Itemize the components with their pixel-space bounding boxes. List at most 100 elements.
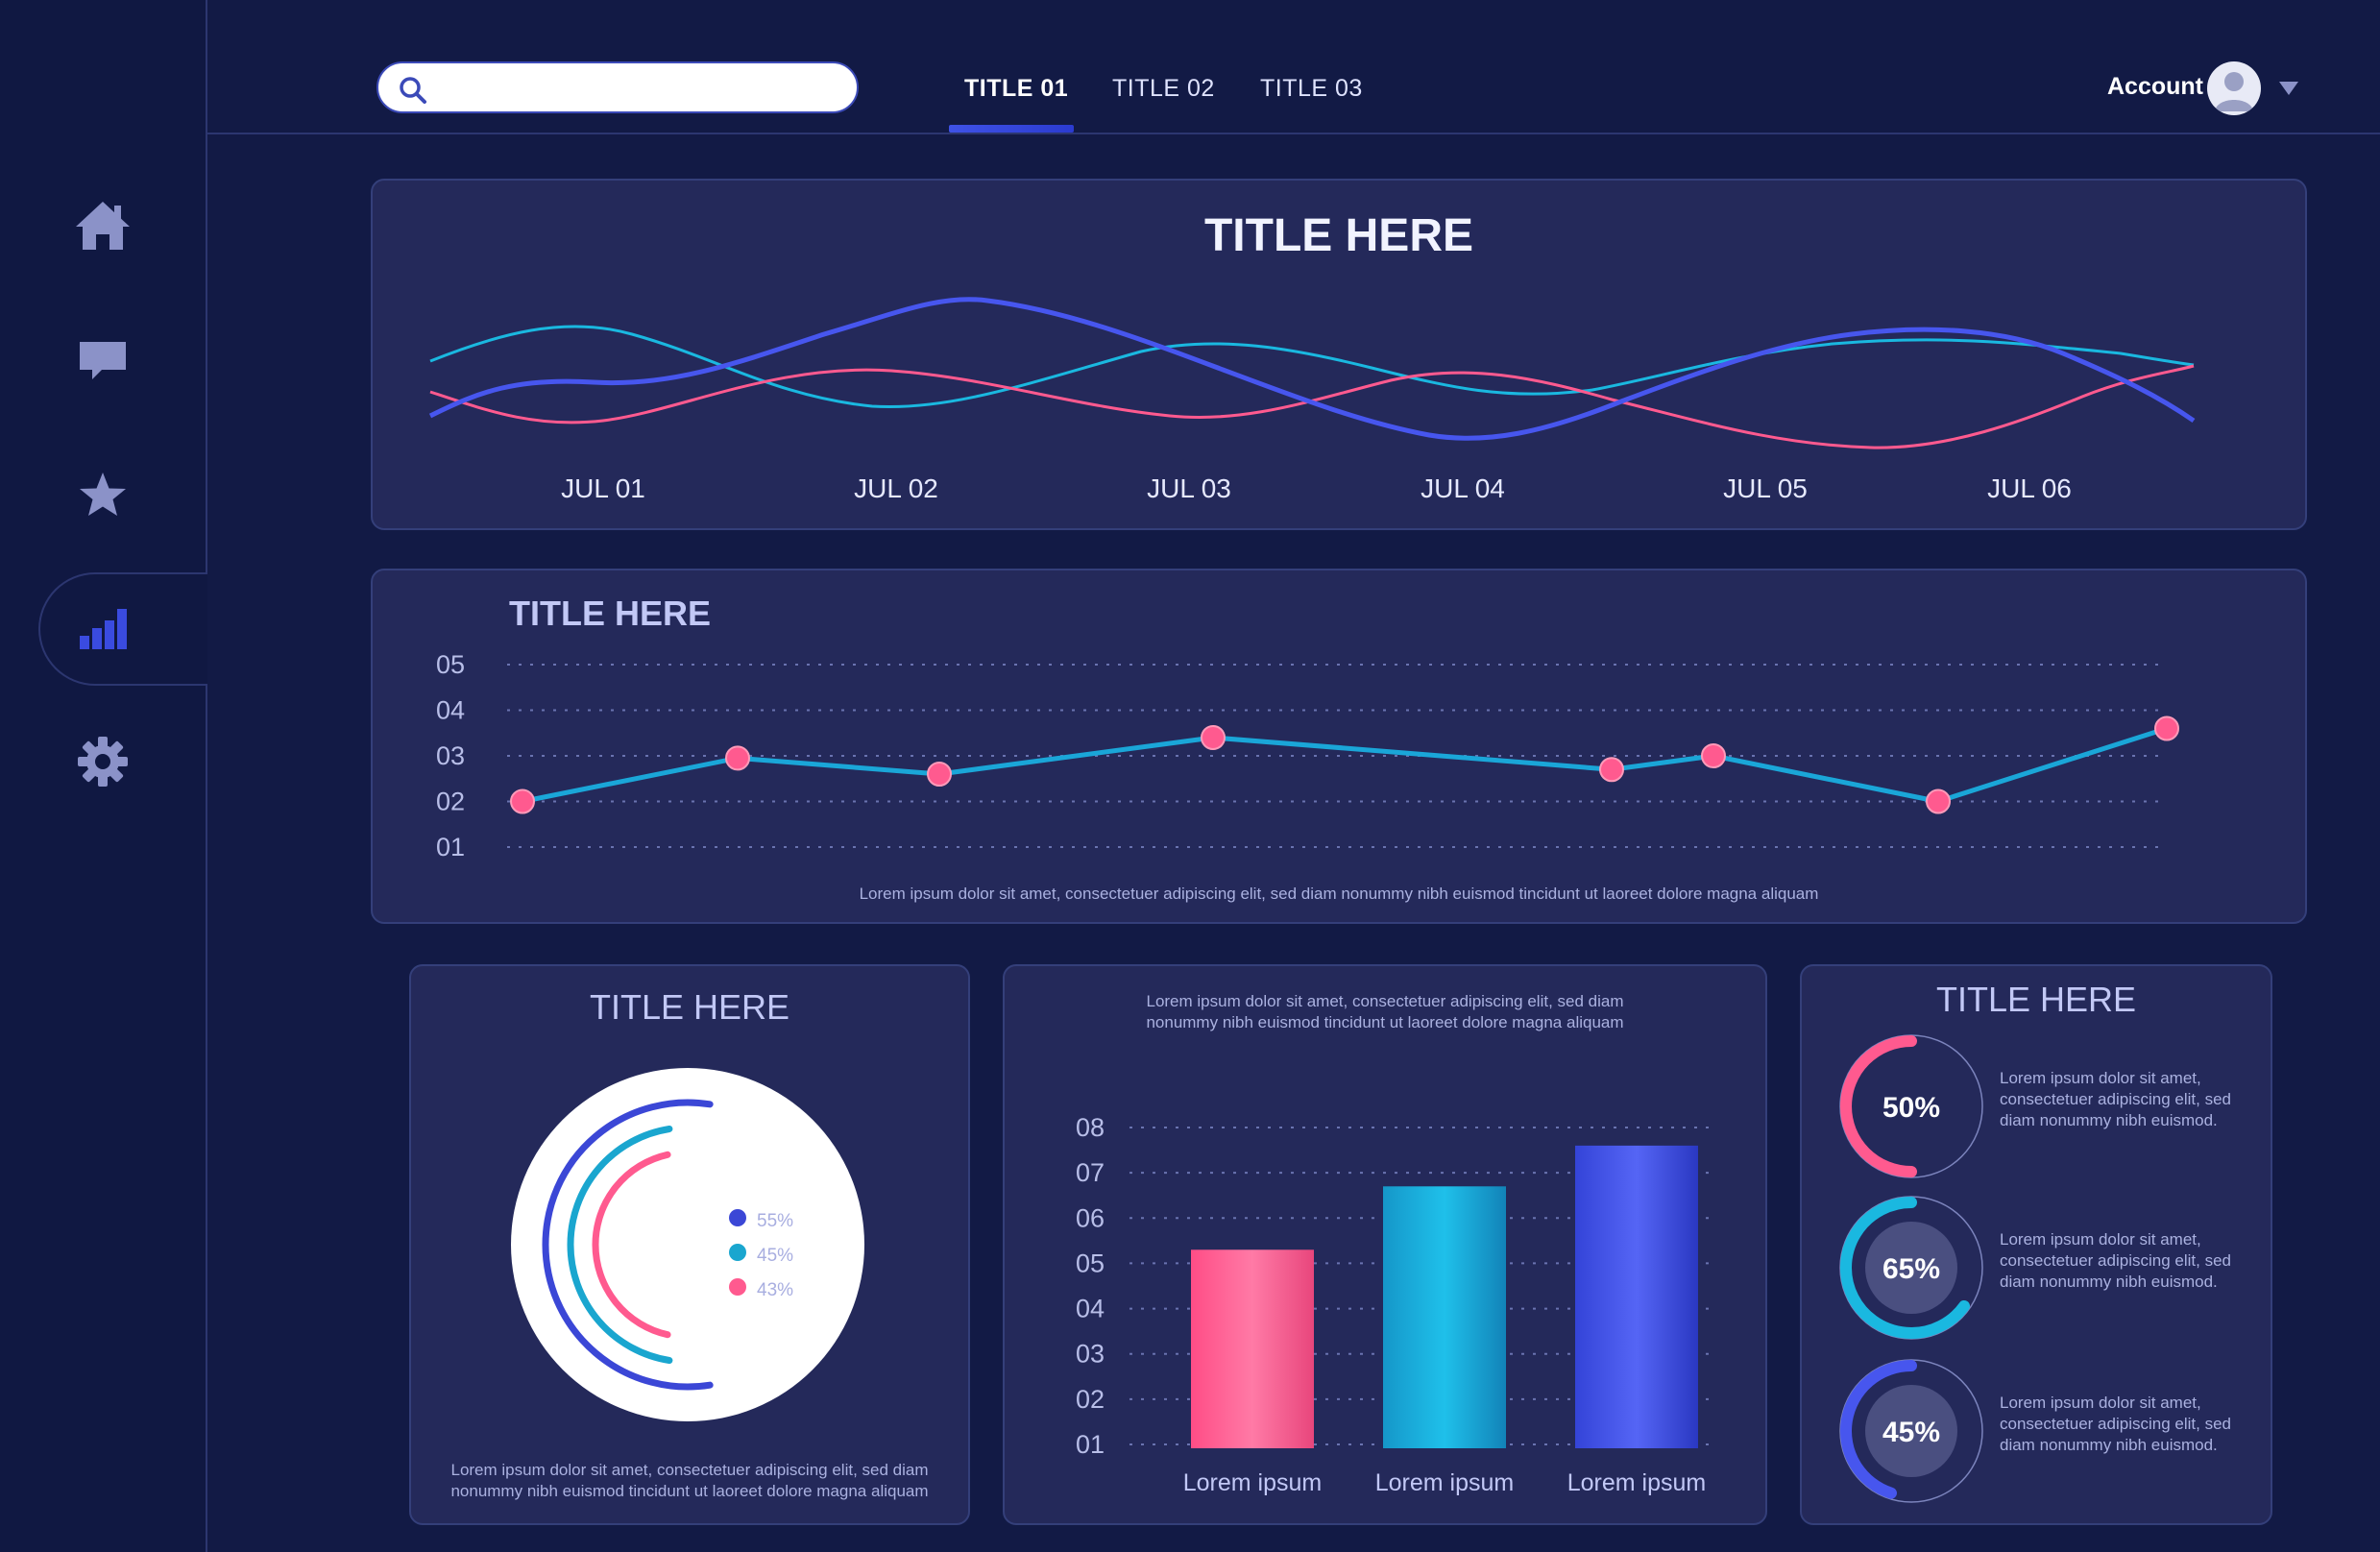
progress-ring-center — [1865, 1385, 1957, 1477]
wave-x-tick-label: JUL 01 — [561, 473, 645, 503]
line-data-point — [2154, 715, 2179, 741]
bar-y-tick-label: 08 — [1076, 1113, 1105, 1142]
chat-icon — [80, 342, 126, 379]
search-input[interactable] — [440, 71, 847, 106]
progress-desc-3-line2: consectetuer adipiscing elit, sed — [2000, 1415, 2231, 1433]
line-chart-title: TITLE HERE — [509, 594, 712, 633]
legend-dot — [729, 1278, 746, 1296]
active-tab-underline — [949, 125, 1074, 133]
radial-arc — [542, 1099, 714, 1391]
sidebar-item-home[interactable] — [0, 173, 206, 279]
line-y-tick-label: 01 — [436, 833, 465, 861]
tab-title-01[interactable]: TITLE 01 — [964, 75, 1069, 102]
radial-chart-caption-line1: Lorem ipsum dolor sit amet, consectetuer… — [450, 1461, 929, 1479]
radial-arc — [567, 1126, 673, 1364]
bar-y-tick-label: 03 — [1076, 1340, 1105, 1369]
bar-y-tick-label: 07 — [1076, 1158, 1105, 1187]
sidebar-item-favorites[interactable] — [0, 442, 206, 547]
wave-chart: JUL 01 JUL 02 JUL 03 JUL 04 JUL 05 JUL 06 — [428, 297, 2196, 503]
progress-desc-2: Lorem ipsum dolor sit amet, consectetuer… — [2000, 1229, 2231, 1293]
progress-ring-arc — [1840, 1035, 1917, 1177]
progress-ring-label: 65% — [1882, 1253, 1940, 1285]
radial-arc — [592, 1151, 671, 1339]
tab-title-03[interactable]: TITLE 03 — [1260, 75, 1363, 102]
gear-icon — [78, 737, 128, 787]
sidebar-item-messages[interactable] — [0, 307, 206, 413]
radial-chart-caption-line2: nonummy nibh euismod tincidunt ut laoree… — [450, 1482, 929, 1500]
sidebar-item-analytics[interactable] — [0, 576, 206, 682]
bar — [1383, 1186, 1506, 1448]
bar-chart-caption-line1: Lorem ipsum dolor sit amet, consectetuer… — [1146, 992, 1624, 1010]
line-y-tick-label: 03 — [436, 741, 465, 770]
chevron-down-icon[interactable] — [2278, 81, 2299, 96]
wave-x-tick-label: JUL 05 — [1723, 473, 1808, 503]
topbar-divider — [206, 133, 2380, 134]
star-icon — [80, 473, 126, 516]
radial-chart-card: TITLE HERE 55% 45% 43% Lorem ipsum dolor s… — [409, 964, 970, 1525]
wave-series-pink — [429, 364, 2195, 449]
bar-y-tick-label: 02 — [1076, 1385, 1105, 1414]
bar-y-tick-label: 06 — [1076, 1203, 1105, 1232]
user-icon — [2215, 72, 2253, 111]
home-icon — [76, 202, 130, 250]
bar-category-label: Lorem ipsum — [1183, 1469, 1323, 1496]
progress-ring-label: 50% — [1882, 1092, 1940, 1124]
progress-ring-center — [1865, 1222, 1957, 1314]
radial-chart-background — [511, 1068, 864, 1421]
bar-chart-caption-line2: nonummy nibh euismod tincidunt ut laoree… — [1146, 1013, 1624, 1031]
line-y-tick-label: 04 — [436, 696, 465, 725]
bar — [1191, 1249, 1314, 1448]
progress-desc-1-line3: diam nonummy nibh euismod. — [2000, 1111, 2218, 1129]
wave-chart-title: TITLE HERE — [1203, 210, 1473, 261]
wave-x-tick-label: JUL 02 — [854, 473, 938, 503]
radial-chart-title: TITLE HERE — [589, 987, 790, 1027]
bar-y-tick-label: 04 — [1076, 1295, 1105, 1323]
bar — [1575, 1145, 1698, 1448]
search-icon — [400, 77, 426, 104]
wave-series-blue — [428, 297, 2196, 441]
avatar[interactable] — [2207, 61, 2261, 115]
progress-desc-1-line2: consectetuer adipiscing elit, sed — [2000, 1090, 2231, 1108]
progress-desc-2-line1: Lorem ipsum dolor sit amet, — [2000, 1230, 2201, 1249]
progress-card: TITLE HERE 50% 65% 45% Lorem ipsum dolor s… — [1800, 964, 2272, 1525]
tab-title-02[interactable]: TITLE 02 — [1112, 75, 1215, 102]
line-series — [522, 726, 2168, 804]
line-chart-card: TITLE HERE 05 04 03 02 01 Lorem ipsum dolor … — [371, 569, 2307, 924]
line-data-point — [1201, 725, 1226, 750]
radial-chart: 55% 45% 43% — [511, 1068, 864, 1421]
line-data-point — [1701, 743, 1726, 768]
line-data-point — [725, 745, 750, 771]
progress-card-title: TITLE HERE — [1935, 980, 2137, 1019]
legend-label: 55% — [757, 1211, 793, 1231]
line-y-tick-label: 05 — [436, 650, 465, 679]
legend-dot — [729, 1244, 746, 1261]
wave-x-tick-label: JUL 04 — [1421, 473, 1505, 503]
line-chart: 05 04 03 02 01 — [436, 650, 2179, 861]
bar-category-label: Lorem ipsum — [1567, 1469, 1707, 1496]
bar-category-label: Lorem ipsum — [1375, 1469, 1515, 1496]
progress-rings: 50% 65% 45% — [1839, 1034, 1983, 1503]
progress-desc-2-line3: diam nonummy nibh euismod. — [2000, 1273, 2218, 1291]
sidebar-item-settings[interactable] — [0, 709, 206, 814]
bar-y-tick-label: 05 — [1076, 1249, 1105, 1277]
progress-desc-3-line3: diam nonummy nibh euismod. — [2000, 1436, 2218, 1454]
legend-label: 43% — [757, 1280, 793, 1300]
line-data-point — [1599, 757, 1624, 783]
progress-ring-arc — [1840, 1360, 1917, 1499]
wave-x-tick-label: JUL 03 — [1147, 473, 1231, 503]
progress-desc-1-line1: Lorem ipsum dolor sit amet, — [2000, 1069, 2201, 1087]
search-box[interactable] — [376, 61, 859, 113]
progress-desc-2-line2: consectetuer adipiscing elit, sed — [2000, 1251, 2231, 1270]
wave-x-tick-label: JUL 06 — [1987, 473, 2072, 503]
progress-ring-label: 45% — [1882, 1417, 1940, 1448]
wave-chart-card: TITLE HERE JUL 01 JUL 02 JUL 03 JUL 04 JUL 0… — [371, 179, 2307, 530]
line-chart-caption: Lorem ipsum dolor sit amet, consectetuer… — [859, 885, 1819, 903]
progress-desc-3: Lorem ipsum dolor sit amet, consectetuer… — [2000, 1393, 2231, 1456]
wave-series-cyan — [429, 325, 2195, 409]
bar-y-tick-label: 01 — [1076, 1430, 1105, 1459]
line-data-point — [510, 788, 535, 814]
account-label[interactable]: Account — [2107, 73, 2203, 100]
bar-chart-card: Lorem ipsum dolor sit amet, consectetuer… — [1003, 964, 1767, 1525]
progress-desc-3-line1: Lorem ipsum dolor sit amet, — [2000, 1394, 2201, 1412]
legend-dot — [729, 1209, 746, 1226]
